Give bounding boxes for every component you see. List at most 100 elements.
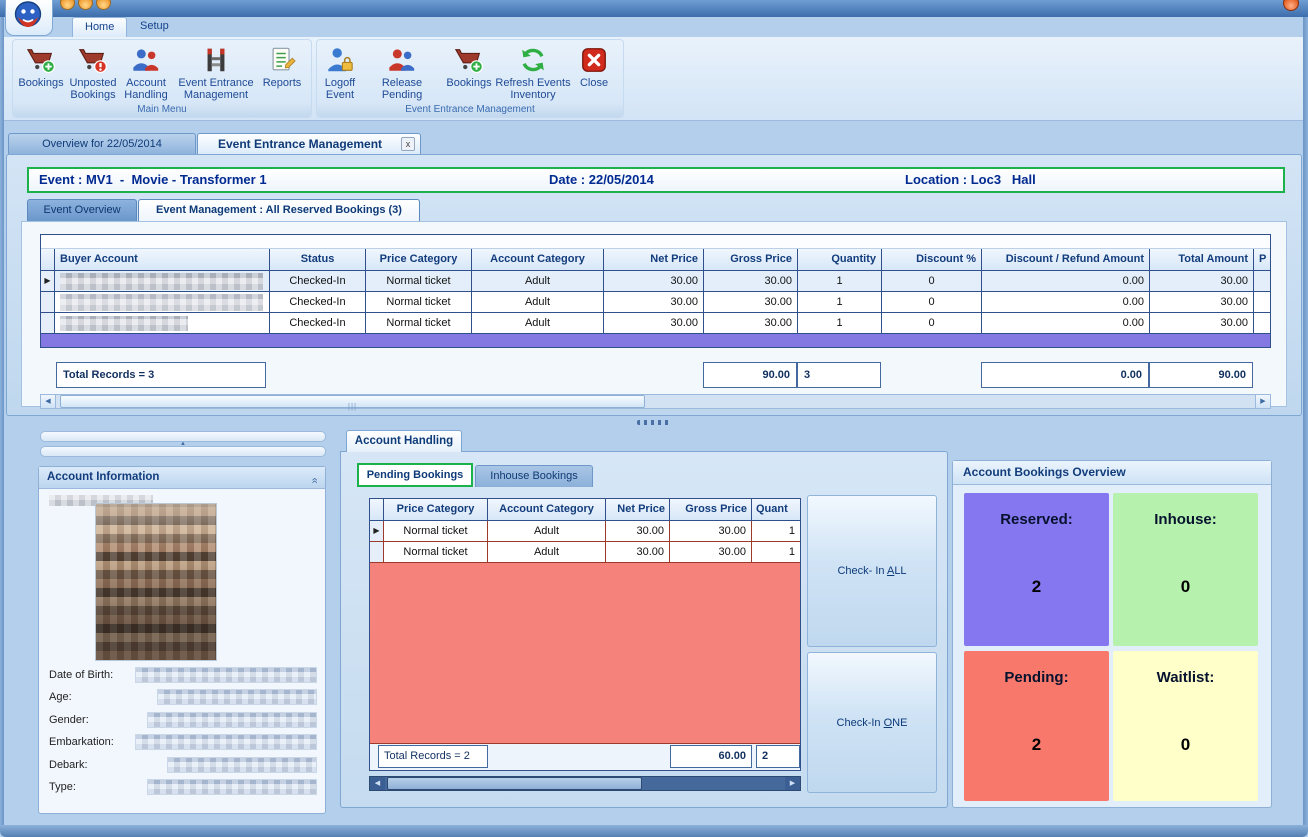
cell-account-category: Adult xyxy=(472,292,604,312)
scroll-right-icon[interactable]: ▶ xyxy=(1255,395,1270,408)
scroll-left-icon[interactable]: ◀ xyxy=(370,777,385,790)
cell-price-category: Normal ticket xyxy=(366,271,472,291)
quick-access-button-3[interactable] xyxy=(96,0,111,10)
cell-discount-refund: 0.00 xyxy=(982,271,1150,291)
window-titlebar[interactable] xyxy=(0,0,1308,17)
column-header-account-category[interactable]: Account Category xyxy=(472,249,604,270)
splitter-bar[interactable] xyxy=(40,446,326,457)
column-header-gross-price[interactable]: Gross Price xyxy=(670,499,752,520)
cell-account-category: Adult xyxy=(472,313,604,333)
cell-status: Checked-In xyxy=(270,271,366,291)
panel-collapse-icon[interactable]: « xyxy=(308,477,321,484)
column-header-account-category[interactable]: Account Category xyxy=(488,499,606,520)
tab-inhouse-bookings[interactable]: Inhouse Bookings xyxy=(475,465,593,487)
cell-partial xyxy=(1254,292,1270,312)
event-entrance-management-button[interactable]: Event Entrance Management xyxy=(173,42,259,102)
cell-price-category: Normal ticket xyxy=(384,542,488,562)
account-handling-button[interactable]: Account Handling xyxy=(119,42,173,102)
scroll-right-icon[interactable]: ▶ xyxy=(785,777,800,790)
column-header-gross-price[interactable]: Gross Price xyxy=(704,249,798,270)
field-label: Embarkation: xyxy=(49,736,114,748)
account-information-panel: Account Information « Date of Birth: Age… xyxy=(38,466,326,814)
event-banner: Event : MV1 - Movie - Transformer 1 Date… xyxy=(27,167,1285,193)
pending-value: 2 xyxy=(1031,735,1042,754)
pending-horizontal-scrollbar[interactable]: ◀ ▶ xyxy=(369,776,801,791)
tab-pending-bookings[interactable]: Pending Bookings xyxy=(357,463,473,487)
cell-status: Checked-In xyxy=(270,313,366,333)
field-age: Age: xyxy=(39,689,325,709)
tab-account-handling[interactable]: Account Handling xyxy=(346,430,462,452)
ribbon-tab-home[interactable]: Home xyxy=(72,17,128,37)
bookings-cart-add-icon xyxy=(454,45,484,75)
table-row[interactable]: Checked-In Normal ticket Adult 30.00 30.… xyxy=(41,292,1270,313)
check-in-one-button[interactable]: Check-In ONE xyxy=(807,652,937,793)
tab-event-management[interactable]: Event Management : All Reserved Bookings… xyxy=(138,199,420,221)
field-label: Type: xyxy=(49,781,76,793)
overview-panel-title: Account Bookings Overview xyxy=(953,461,1271,485)
collapse-arrow-icon: ▲ xyxy=(180,441,186,447)
field-label: Age: xyxy=(49,691,72,703)
document-tab-overview[interactable]: Overview for 22/05/2014 xyxy=(8,133,196,154)
column-header-quantity[interactable]: Quant xyxy=(752,499,800,520)
document-tab-label: Event Entrance Management xyxy=(217,137,383,151)
quick-access-button-2[interactable] xyxy=(78,0,93,10)
table-row[interactable]: ▶ Normal ticket Adult 30.00 30.00 1 xyxy=(370,521,800,542)
column-header-price-category[interactable]: Price Category xyxy=(366,249,472,270)
inhouse-count-box: Inhouse: 0 xyxy=(1113,493,1258,646)
ribbon-button-label: Close xyxy=(579,77,609,89)
section-splitter-grip[interactable] xyxy=(637,420,671,425)
cell-net-price: 30.00 xyxy=(604,292,704,312)
logoff-event-button[interactable]: Logoff Event xyxy=(319,42,361,102)
column-header-net-price[interactable]: Net Price xyxy=(606,499,670,520)
bookings-button-2[interactable]: Bookings xyxy=(443,42,495,89)
check-in-all-button[interactable]: Check- In ALL xyxy=(807,495,937,647)
scroll-left-icon[interactable]: ◀ xyxy=(41,395,56,408)
pending-bookings-grid: Price Category Account Category Net Pric… xyxy=(369,498,801,771)
table-row[interactable]: ▶ Checked-In Normal ticket Adult 30.00 3… xyxy=(41,271,1270,292)
bookings-horizontal-scrollbar[interactable]: ◀ ||| ▶ xyxy=(40,394,1271,411)
ribbon-tab-setup[interactable]: Setup xyxy=(140,20,169,32)
close-icon xyxy=(579,45,609,75)
bookings-cart-add-icon xyxy=(26,45,56,75)
tab-close-icon[interactable]: x xyxy=(401,137,415,151)
ribbon-button-label: Reports xyxy=(262,77,302,89)
redacted-field-value xyxy=(147,779,317,795)
scroll-thumb[interactable]: ||| xyxy=(60,395,645,411)
column-header-discount-pct[interactable]: Discount % xyxy=(882,249,982,270)
account-information-title: Account Information xyxy=(47,471,160,483)
ribbon: Bookings Unposted Bookings xyxy=(4,37,1303,121)
column-header-status[interactable]: Status xyxy=(270,249,366,270)
quick-access-button-1[interactable] xyxy=(60,0,75,10)
cell-buyer-account xyxy=(55,313,270,333)
app-logo[interactable] xyxy=(5,0,53,36)
field-gender: Gender: xyxy=(39,712,325,732)
splitter-collapse-bar[interactable]: ▲ xyxy=(40,431,326,447)
cell-buyer-account xyxy=(55,292,270,312)
close-button[interactable]: Close xyxy=(571,42,617,89)
bookings-grid: Buyer Account Status Price Category Acco… xyxy=(40,234,1271,348)
window-frame-left xyxy=(0,17,4,825)
column-header-net-price[interactable]: Net Price xyxy=(604,249,704,270)
column-header-quantity[interactable]: Quantity xyxy=(798,249,882,270)
column-header-price-category[interactable]: Price Category xyxy=(384,499,488,520)
document-tab-event-entrance[interactable]: Event Entrance Management x xyxy=(197,133,421,154)
scroll-thumb[interactable] xyxy=(387,777,642,790)
unposted-bookings-button[interactable]: Unposted Bookings xyxy=(67,42,119,102)
cell-total-amount: 30.00 xyxy=(1150,271,1254,291)
column-header-discount-refund[interactable]: Discount / Refund Amount xyxy=(982,249,1150,270)
cell-account-category: Adult xyxy=(488,542,606,562)
event-date-label: Date : 22/05/2014 xyxy=(549,172,654,187)
refresh-events-inventory-button[interactable]: Refresh Events Inventory xyxy=(495,42,571,102)
column-header-total-amount[interactable]: Total Amount xyxy=(1150,249,1254,270)
inhouse-label: Inhouse: xyxy=(1154,511,1217,528)
account-information-header[interactable]: Account Information « xyxy=(39,467,325,489)
reports-button[interactable]: Reports xyxy=(259,42,305,89)
tab-event-overview[interactable]: Event Overview xyxy=(27,199,137,221)
table-row[interactable]: Checked-In Normal ticket Adult 30.00 30.… xyxy=(41,313,1270,334)
bookings-button[interactable]: Bookings xyxy=(15,42,67,89)
redacted-buyer-name xyxy=(60,273,263,290)
column-header-buyer-account[interactable]: Buyer Account xyxy=(55,249,270,270)
table-row[interactable]: Normal ticket Adult 30.00 30.00 1 xyxy=(370,542,800,563)
column-header-partial[interactable]: P xyxy=(1254,249,1270,270)
window-close-button[interactable] xyxy=(1283,0,1299,11)
